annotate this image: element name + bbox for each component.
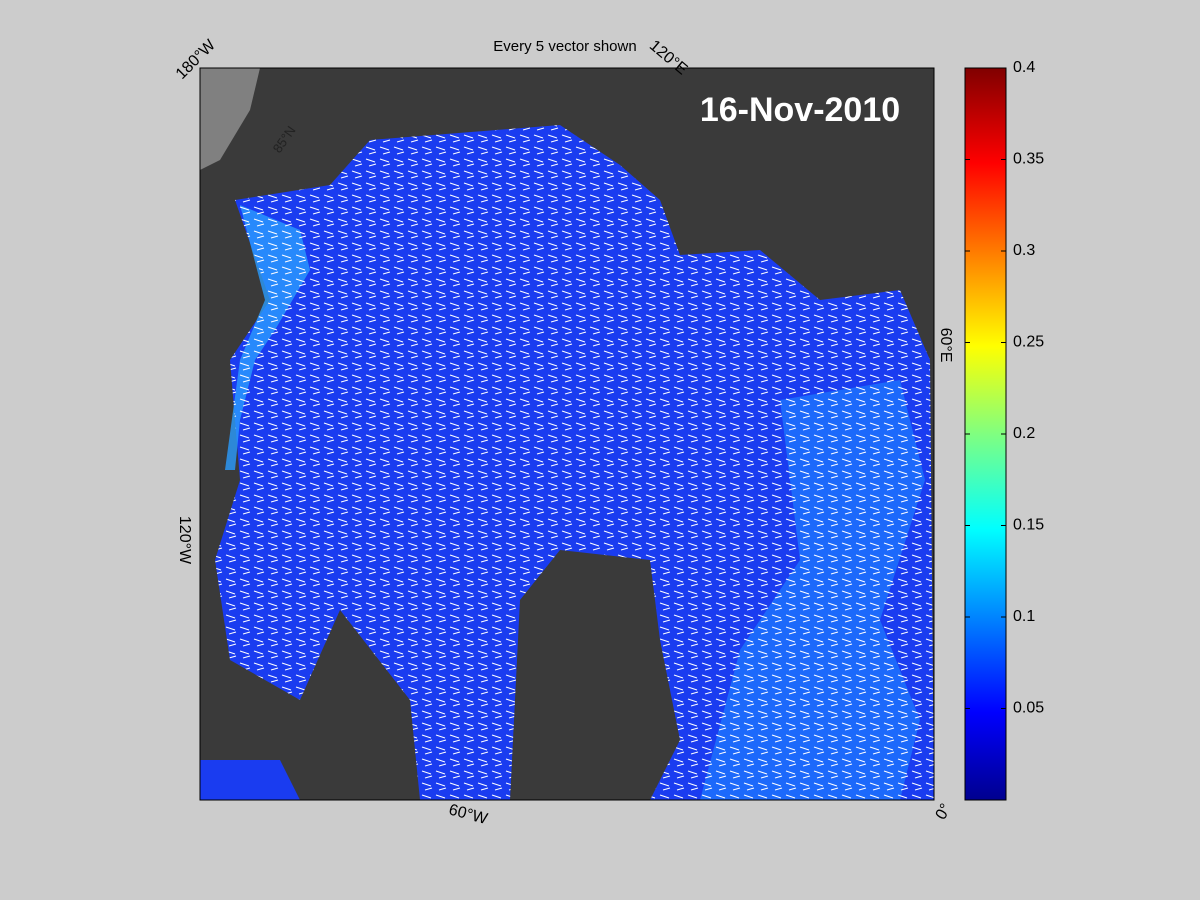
map-label: 120°W	[176, 516, 193, 565]
map-frame	[199, 67, 935, 801]
tick-label: 0.25	[1013, 334, 1044, 351]
title: Every 5 vector shown	[493, 38, 636, 55]
map-label: 60°W	[447, 801, 490, 828]
colorbar-gradient	[964, 67, 1007, 801]
map-label: 60°E	[937, 328, 954, 363]
map	[199, 67, 935, 801]
tick-label: 0.4	[1013, 59, 1035, 76]
colorbar: 0.05 0.1 0.15 0.2 0.25 0.3 0.35 0.4	[964, 59, 1044, 801]
tick-label: 0.05	[1013, 700, 1044, 717]
tick-label: 0.15	[1013, 517, 1044, 534]
outside-area	[200, 68, 260, 170]
tick-label: 0.1	[1013, 608, 1035, 625]
tick-label: 0.3	[1013, 242, 1035, 259]
ocean	[200, 760, 300, 800]
tick-label: 0.35	[1013, 151, 1044, 168]
tick-label: 0.2	[1013, 425, 1035, 442]
map-label: 0°	[933, 801, 955, 823]
vectors	[215, 125, 934, 800]
date: 16-Nov-2010	[700, 91, 900, 129]
